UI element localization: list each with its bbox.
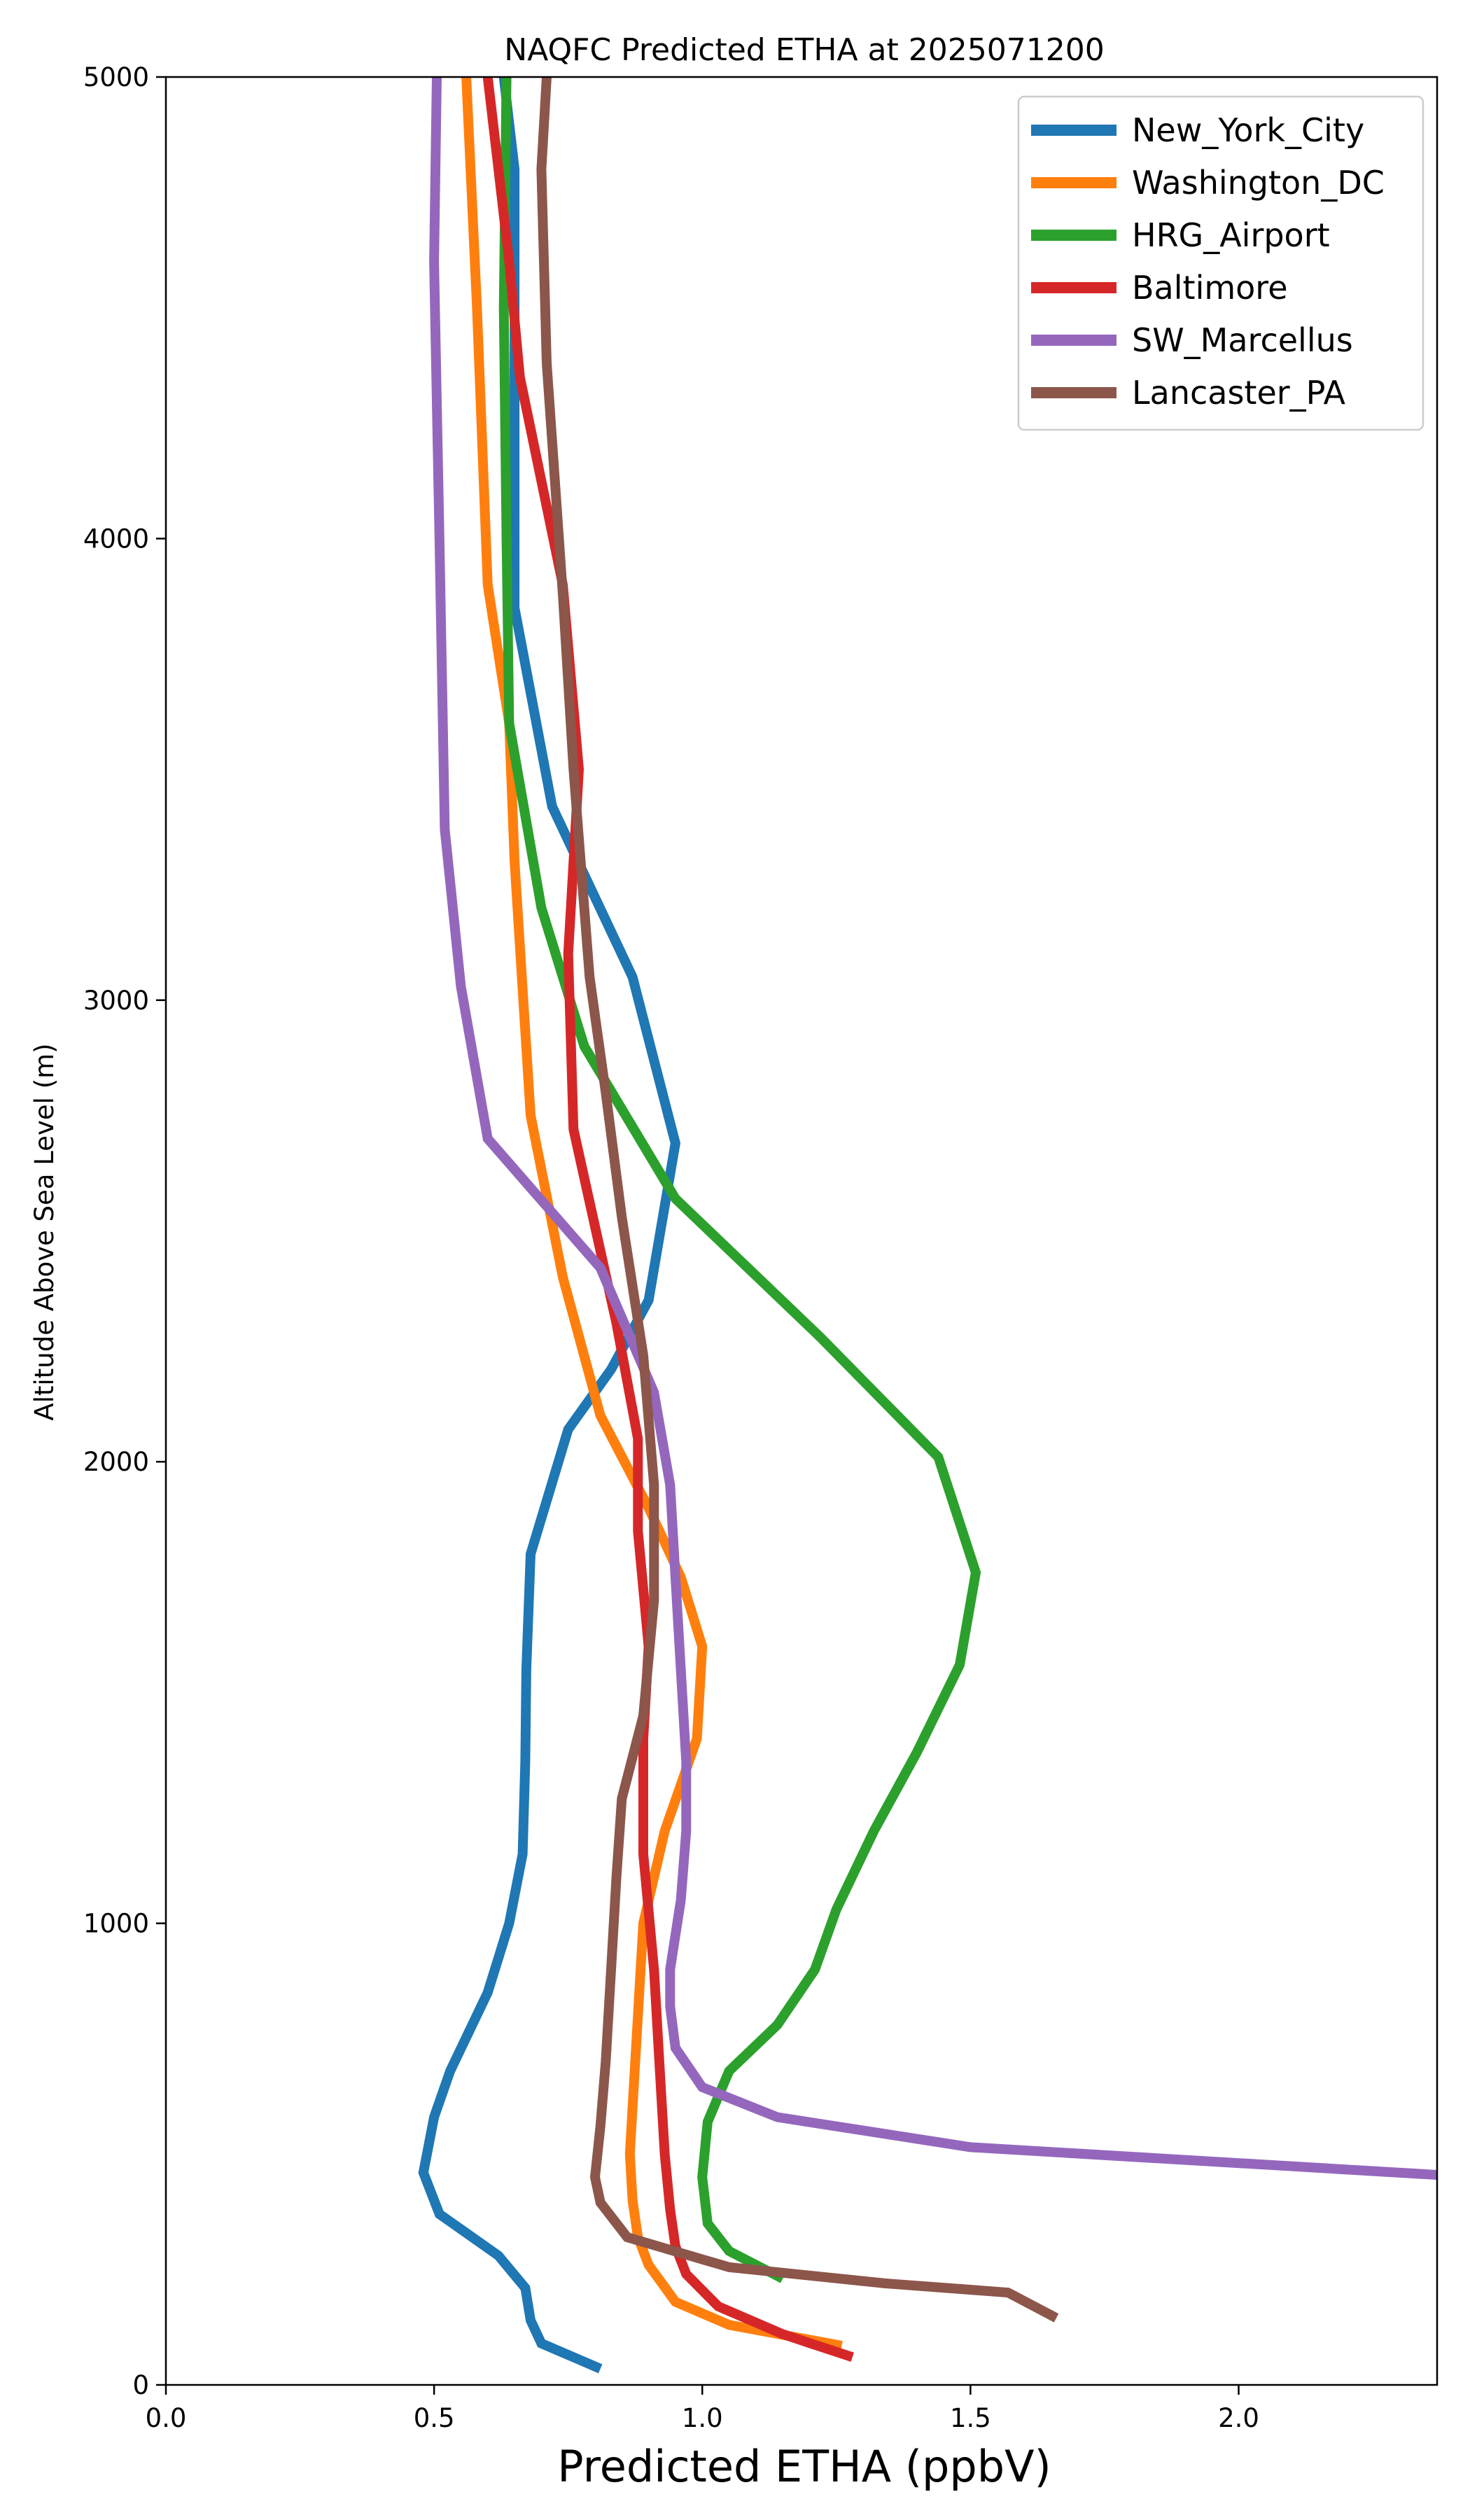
x-tick-label: 2.0 <box>1218 2403 1259 2433</box>
legend-box <box>1017 95 1424 431</box>
series-line-hrg-airport <box>498 77 981 2283</box>
x-tick-label: 0.0 <box>146 2403 187 2433</box>
y-axis-ticks: 0 1000 2000 3000 4000 5000 <box>83 62 166 2400</box>
y-tick-label: 3000 <box>83 986 149 1016</box>
legend-label: Washington_DC <box>1132 164 1385 202</box>
y-tick-label: 4000 <box>83 524 149 554</box>
legend-label: Lancaster_PA <box>1132 374 1345 412</box>
series-line-lancaster-pa <box>536 77 1059 2323</box>
chart-title: NAQFC Predicted ETHA at 2025071200 <box>504 32 1104 68</box>
legend: New_York_City Washington_DC HRG_Airport Bal… <box>1017 95 1424 431</box>
x-tick-label: 0.5 <box>414 2403 455 2433</box>
series-layer <box>418 77 1437 2374</box>
x-axis-label: Predicted ETHA (ppbV) <box>557 2441 1051 2492</box>
y-tick-label: 0 <box>132 2370 149 2400</box>
legend-label: SW_Marcellus <box>1132 321 1353 359</box>
y-tick-label: 2000 <box>83 1447 149 1477</box>
plot-frame <box>164 76 1438 2386</box>
y-tick-label: 5000 <box>83 62 149 92</box>
y-axis-label: Altitude Above Sea Level (m) <box>29 1043 59 1420</box>
series-line-new-york-city <box>418 77 681 2374</box>
legend-label: Baltimore <box>1132 269 1288 307</box>
legend-label: New_York_City <box>1132 111 1364 149</box>
legend-label: HRG_Airport <box>1132 216 1330 254</box>
y-tick-label: 1000 <box>83 1909 149 1939</box>
x-tick-label: 1.5 <box>950 2403 991 2433</box>
x-tick-label: 1.0 <box>682 2403 723 2433</box>
x-axis-ticks: 0.0 0.5 1.0 1.5 2.0 <box>146 2385 1259 2433</box>
series-line-sw-marcellus <box>429 77 1437 2180</box>
